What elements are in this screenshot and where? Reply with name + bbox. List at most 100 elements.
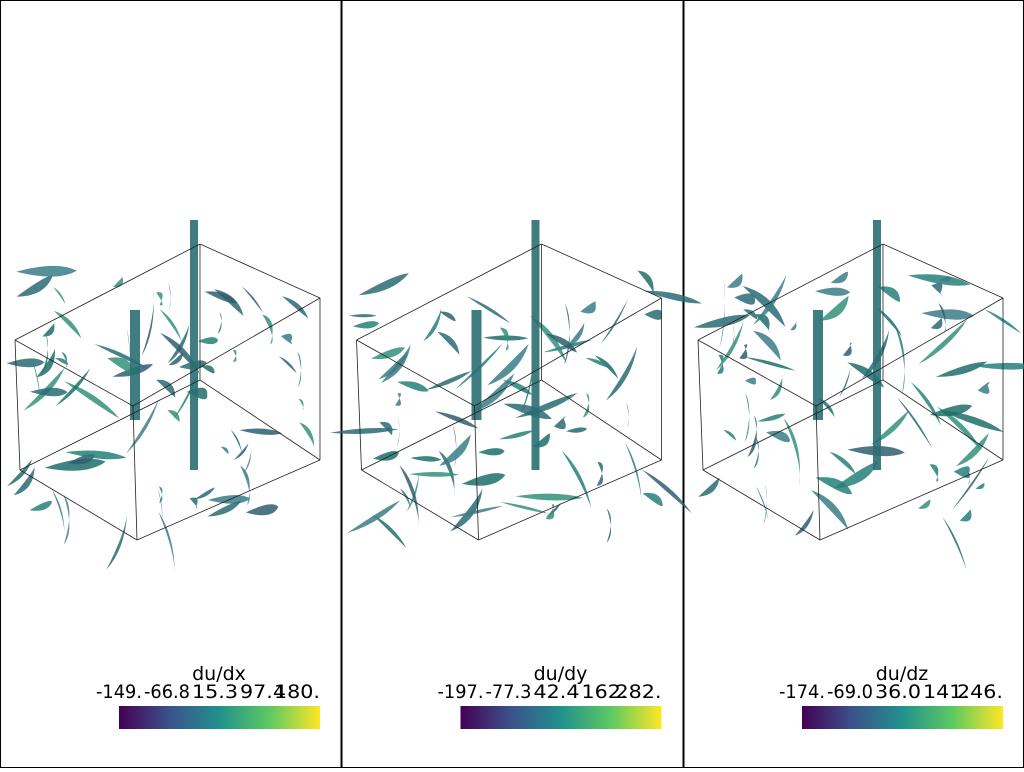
isosurface-blob (959, 508, 972, 522)
isosurface-blob (200, 365, 215, 374)
isosurface-blob (811, 490, 849, 531)
isosurface-blob (51, 489, 65, 534)
isosurface-blob (370, 347, 406, 359)
isosurface-blob (397, 417, 400, 448)
isosurface-blob (278, 356, 297, 374)
isosurface-blob (896, 396, 933, 449)
bounding-box-edge (474, 405, 479, 541)
colorbar-tick-label: -149. (96, 681, 142, 703)
isosurface-blob (626, 402, 629, 428)
isosurface-blob (564, 303, 570, 365)
isosurface-blob (766, 430, 791, 443)
isosurface-blob (379, 421, 393, 436)
isosurface-blob (16, 265, 77, 277)
isosurface-blob (482, 335, 529, 341)
isosurface-blob (399, 464, 419, 528)
bounding-box-edge (356, 339, 475, 407)
isosurface-blob (605, 345, 638, 401)
isosurface-blob (918, 319, 968, 365)
isosurface-blob (794, 509, 814, 536)
isosurface-scene (6, 220, 315, 573)
isosurface-column (190, 220, 198, 470)
isosurface-blob (126, 327, 130, 382)
isosurface-blob (244, 446, 252, 473)
isosurface-blob (783, 418, 800, 486)
colorbar-title: du/dz (876, 663, 929, 685)
isosurface-blob (168, 352, 184, 366)
isosurface-blob (297, 351, 302, 388)
isosurface-blob (498, 430, 534, 440)
colorbar-tick-label: -77.3 (486, 681, 532, 703)
isosurface-blob (830, 271, 849, 284)
isosurface-column (873, 220, 881, 470)
isosurface-blob (423, 307, 442, 342)
bounding-box-edge (19, 379, 201, 471)
isosurface-blob (770, 374, 783, 400)
colorbar-tick-label: 282. (616, 681, 662, 703)
colorbar-tick-label: 97.4 (240, 681, 286, 703)
isosurface-blob (437, 331, 460, 355)
isosurface-blob (953, 466, 970, 479)
bounding-box-edge (14, 243, 201, 341)
isosurface-blob (938, 302, 946, 334)
isosurface-blob (372, 514, 407, 548)
isosurface-blob (410, 456, 442, 462)
isosurface-blob (439, 311, 456, 322)
isosurface-blob (565, 427, 588, 433)
isosurface-blob (6, 358, 45, 368)
bounding-box-edge (541, 243, 662, 299)
bounding-box-edge (882, 379, 1004, 461)
isosurface-blob (434, 411, 479, 429)
colorbar-tick-label: -197. (438, 681, 484, 703)
bounding-box-edge (702, 469, 821, 541)
colorbar-title: du/dx (192, 663, 246, 685)
bounding-box-edge (815, 297, 1004, 407)
isosurface-blob (159, 309, 182, 342)
isosurface-blob (197, 337, 219, 345)
bounding-box-edge (14, 339, 134, 407)
bounding-box-edge (19, 469, 138, 541)
isosurface-blob (842, 342, 852, 356)
isosurface-blob (545, 333, 578, 353)
bounding-box-edge (132, 405, 138, 541)
isosurface-blob (217, 312, 222, 335)
bounding-box-edge (702, 379, 884, 471)
isosurface-blob (931, 282, 943, 296)
isosurface-blob (44, 458, 106, 471)
isosurface-blob (55, 358, 69, 365)
isosurface-blob (694, 314, 750, 328)
isosurface-blob (63, 494, 70, 545)
isosurface-column (813, 310, 823, 420)
isosurface-blob (582, 393, 590, 418)
isosurface-blob (734, 293, 756, 305)
isosurface-blob (815, 287, 851, 296)
isosurface-column (531, 220, 540, 470)
panel: du/dz -174. -69.0 36.0 141.246. (694, 220, 1024, 729)
bounding-box-edge (356, 339, 362, 471)
isosurface-blob (907, 274, 971, 286)
isosurface-blob (936, 406, 982, 451)
isosurface-blob (156, 379, 176, 398)
isosurface-blob (63, 381, 120, 419)
isosurface-blob (585, 357, 611, 369)
isosurface-blob (719, 278, 726, 348)
isosurface-blob (936, 361, 988, 377)
isosurface-blob (298, 398, 304, 410)
isosurface-blob (833, 461, 879, 489)
isosurface-blob (397, 381, 429, 392)
isosurface-blob (487, 343, 529, 386)
bounding-box-edge (478, 459, 662, 541)
isosurface-blob (515, 493, 584, 501)
isosurface-blob (280, 333, 293, 344)
isosurface-blob (744, 356, 796, 371)
isosurface-blob (566, 322, 585, 347)
isosurface-blob (553, 416, 566, 430)
bounding-box-edge (697, 339, 817, 407)
isosurface-blob (348, 314, 377, 318)
isosurface-blob (239, 428, 283, 435)
bounding-box-edge (882, 243, 1004, 299)
isosurface-blob (894, 325, 905, 395)
isosurface-blob (399, 488, 411, 510)
colorbar (119, 706, 320, 729)
